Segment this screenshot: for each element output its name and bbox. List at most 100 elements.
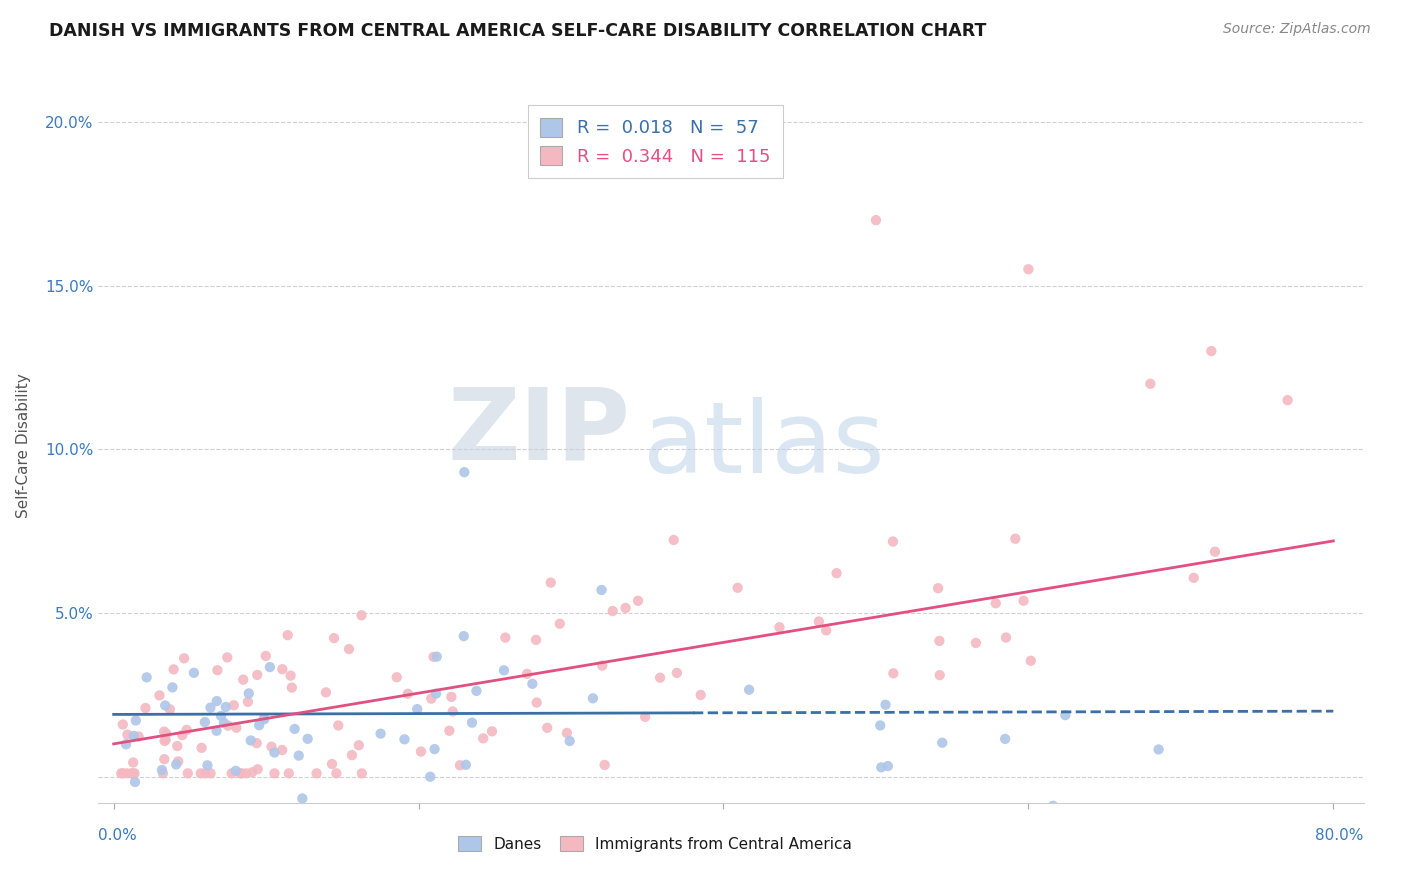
Point: [121, 766, 143, 780]
Point: [1204, 544, 1226, 558]
Point: [231, 766, 253, 780]
Point: [117, 728, 139, 742]
Point: [419, 770, 441, 784]
Point: [422, 649, 444, 664]
Point: [239, 733, 262, 747]
Point: [238, 686, 260, 700]
Point: [115, 737, 138, 751]
Point: [481, 724, 503, 739]
Point: [426, 649, 449, 664]
Point: [1017, 262, 1039, 277]
Point: [662, 533, 685, 547]
Point: [882, 666, 904, 681]
Text: atlas: atlas: [643, 398, 884, 494]
Point: [153, 734, 176, 748]
Point: [200, 700, 222, 714]
Text: ZIP: ZIP: [447, 384, 630, 480]
Point: [465, 684, 488, 698]
Point: [420, 691, 443, 706]
Point: [297, 731, 319, 746]
Point: [287, 748, 309, 763]
Point: [558, 734, 581, 748]
Text: 0.0%: 0.0%: [98, 828, 138, 843]
Point: [194, 766, 217, 780]
Point: [271, 743, 294, 757]
Point: [1147, 742, 1170, 756]
Point: [994, 731, 1017, 746]
Point: [148, 689, 170, 703]
Point: [869, 718, 891, 732]
Point: [876, 759, 898, 773]
Point: [291, 791, 314, 805]
Point: [526, 696, 548, 710]
Point: [283, 808, 305, 822]
Point: [449, 758, 471, 772]
Point: [281, 681, 304, 695]
Point: [166, 739, 188, 753]
Point: [305, 766, 328, 780]
Point: [370, 726, 392, 740]
Point: [122, 729, 145, 743]
Point: [738, 682, 761, 697]
Point: [540, 575, 562, 590]
Point: [124, 766, 146, 780]
Point: [875, 698, 897, 712]
Point: [165, 757, 187, 772]
Point: [492, 664, 515, 678]
Point: [260, 739, 283, 754]
Point: [122, 756, 145, 770]
Point: [807, 615, 830, 629]
Point: [277, 628, 299, 642]
Text: Source: ZipAtlas.com: Source: ZipAtlas.com: [1223, 22, 1371, 37]
Point: [321, 757, 343, 772]
Point: [205, 723, 228, 738]
Point: [246, 762, 269, 776]
Point: [441, 705, 464, 719]
Point: [121, 766, 143, 780]
Point: [167, 755, 190, 769]
Point: [254, 648, 277, 663]
Point: [159, 702, 181, 716]
Point: [768, 620, 790, 634]
Point: [602, 604, 624, 618]
Legend: Danes, Immigrants from Central America: Danes, Immigrants from Central America: [451, 828, 859, 859]
Point: [548, 616, 571, 631]
Point: [472, 731, 495, 746]
Point: [440, 690, 463, 704]
Point: [323, 631, 346, 645]
Point: [124, 775, 146, 789]
Point: [235, 766, 257, 780]
Point: [194, 714, 217, 729]
Point: [134, 701, 156, 715]
Point: [240, 765, 263, 780]
Point: [155, 732, 177, 747]
Point: [1054, 708, 1077, 723]
Point: [928, 634, 950, 648]
Point: [494, 631, 516, 645]
Point: [1277, 393, 1299, 408]
Point: [928, 668, 950, 682]
Point: [337, 642, 360, 657]
Point: [689, 688, 711, 702]
Point: [882, 534, 904, 549]
Point: [280, 668, 302, 682]
Point: [155, 727, 177, 741]
Point: [172, 728, 194, 742]
Point: [394, 732, 416, 747]
Point: [135, 670, 157, 684]
Point: [205, 694, 228, 708]
Point: [263, 746, 285, 760]
Point: [340, 748, 363, 763]
Y-axis label: Self-Care Disability: Self-Care Disability: [17, 374, 31, 518]
Point: [162, 662, 184, 676]
Point: [111, 717, 134, 731]
Point: [931, 736, 953, 750]
Point: [271, 662, 294, 676]
Point: [385, 670, 408, 684]
Point: [284, 722, 307, 736]
Point: [253, 711, 276, 725]
Point: [648, 671, 671, 685]
Point: [1042, 798, 1064, 813]
Point: [1004, 532, 1026, 546]
Point: [162, 681, 184, 695]
